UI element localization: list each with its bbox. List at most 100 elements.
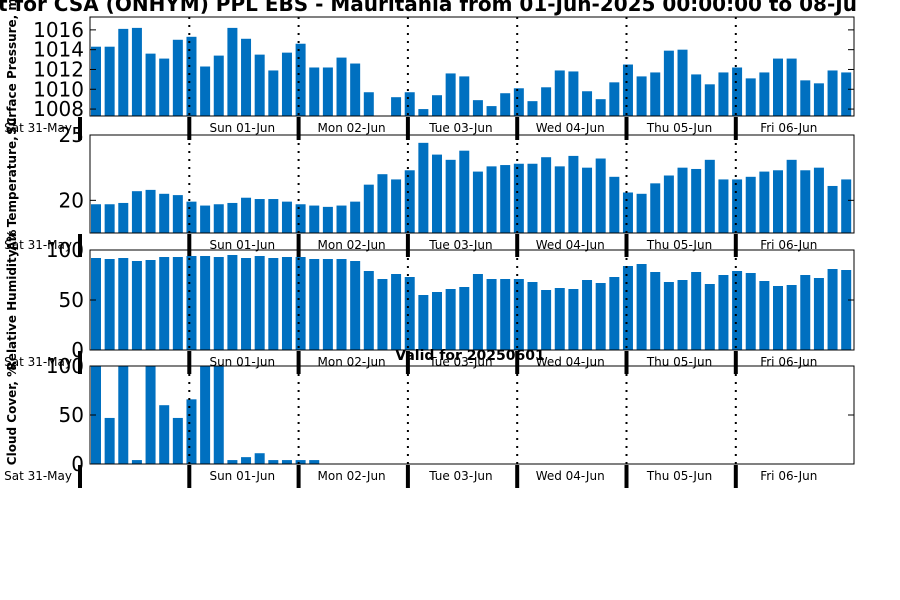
bar — [268, 70, 279, 116]
bar — [527, 282, 538, 350]
bar — [459, 150, 470, 233]
bar — [745, 273, 756, 350]
bar — [172, 417, 183, 464]
page-title: t for CSA (ONHYM) PPL EBS - Mauritania f… — [0, 0, 857, 16]
bar — [500, 279, 511, 350]
bar — [241, 258, 252, 350]
bar — [813, 83, 824, 116]
bar — [459, 287, 470, 350]
x-day-label: Wed 04-Jun — [536, 238, 605, 252]
bar — [813, 278, 824, 350]
bar — [827, 269, 838, 350]
bar — [582, 280, 593, 350]
bar — [295, 460, 306, 464]
y-tick-label: 20 — [59, 188, 84, 212]
bar — [650, 272, 661, 350]
bar — [227, 202, 238, 233]
bar — [691, 168, 702, 233]
bar — [336, 205, 347, 233]
x-day-label: Sat 31-May — [4, 238, 72, 252]
bar — [472, 100, 483, 116]
x-day-label: Fri 06-Jun — [760, 238, 817, 252]
axes-frame — [89, 16, 855, 117]
bar — [568, 155, 579, 233]
bar — [609, 82, 620, 116]
bar — [213, 366, 224, 464]
bar — [131, 27, 142, 116]
bar — [104, 46, 115, 117]
bar — [391, 274, 402, 350]
bar — [786, 58, 797, 116]
y-axis-label: Cloud Cover, % — [5, 365, 19, 465]
bar — [336, 57, 347, 116]
bar — [281, 460, 292, 464]
bar — [554, 166, 565, 233]
bar — [718, 72, 729, 116]
bar — [841, 72, 852, 116]
bar — [172, 195, 183, 233]
bar — [663, 175, 674, 233]
bar — [568, 71, 579, 116]
bar — [650, 183, 661, 233]
y-tick-label: 0 — [71, 452, 84, 476]
bar — [691, 74, 702, 116]
bar — [268, 258, 279, 350]
bar — [636, 264, 647, 350]
bar — [609, 277, 620, 350]
bar — [213, 55, 224, 116]
x-day-label: Thu 05-Jun — [646, 121, 712, 135]
bar — [636, 76, 647, 116]
bar — [350, 261, 361, 350]
bar — [663, 282, 674, 350]
bar — [404, 92, 415, 116]
bar — [91, 204, 101, 233]
bar — [773, 170, 783, 233]
bar — [145, 53, 156, 116]
bar — [91, 258, 101, 350]
x-day-label: Tue 03-Jun — [428, 238, 492, 252]
y-axis-label: Surface Pressure, m — [5, 0, 19, 135]
bar — [527, 101, 538, 116]
bar — [704, 84, 715, 116]
bar — [309, 460, 320, 464]
bar — [391, 97, 402, 116]
bar — [281, 257, 292, 350]
bar — [322, 67, 333, 116]
bar — [91, 46, 101, 117]
bar — [227, 255, 238, 350]
bar — [131, 191, 142, 233]
x-day-label: Sat 31-May — [4, 469, 72, 483]
x-day-label: Sun 01-Jun — [209, 121, 275, 135]
bar — [677, 167, 688, 233]
bar — [186, 399, 197, 464]
bar — [773, 286, 783, 350]
bar — [582, 167, 593, 233]
bar — [445, 159, 456, 233]
bar — [841, 179, 852, 233]
bar — [391, 179, 402, 233]
bar — [745, 176, 756, 233]
bar — [432, 95, 442, 116]
x-day-label: Sun 01-Jun — [209, 238, 275, 252]
bar — [363, 271, 374, 350]
bar — [827, 70, 838, 116]
bar — [104, 259, 115, 350]
bar — [677, 49, 688, 116]
y-tick-label: 100 — [46, 238, 84, 262]
bar — [445, 289, 456, 350]
bar — [363, 184, 374, 233]
bar — [227, 460, 238, 464]
bar — [200, 256, 211, 350]
bar — [404, 170, 415, 233]
x-day-label: Mon 02-Jun — [318, 238, 386, 252]
bar — [595, 283, 606, 350]
x-day-label: Tue 03-Jun — [428, 121, 492, 135]
y-tick-label: 50 — [59, 403, 84, 427]
bar — [841, 270, 852, 350]
bar — [486, 166, 497, 233]
bar — [186, 256, 197, 350]
bar — [459, 76, 470, 116]
bar — [595, 158, 606, 233]
